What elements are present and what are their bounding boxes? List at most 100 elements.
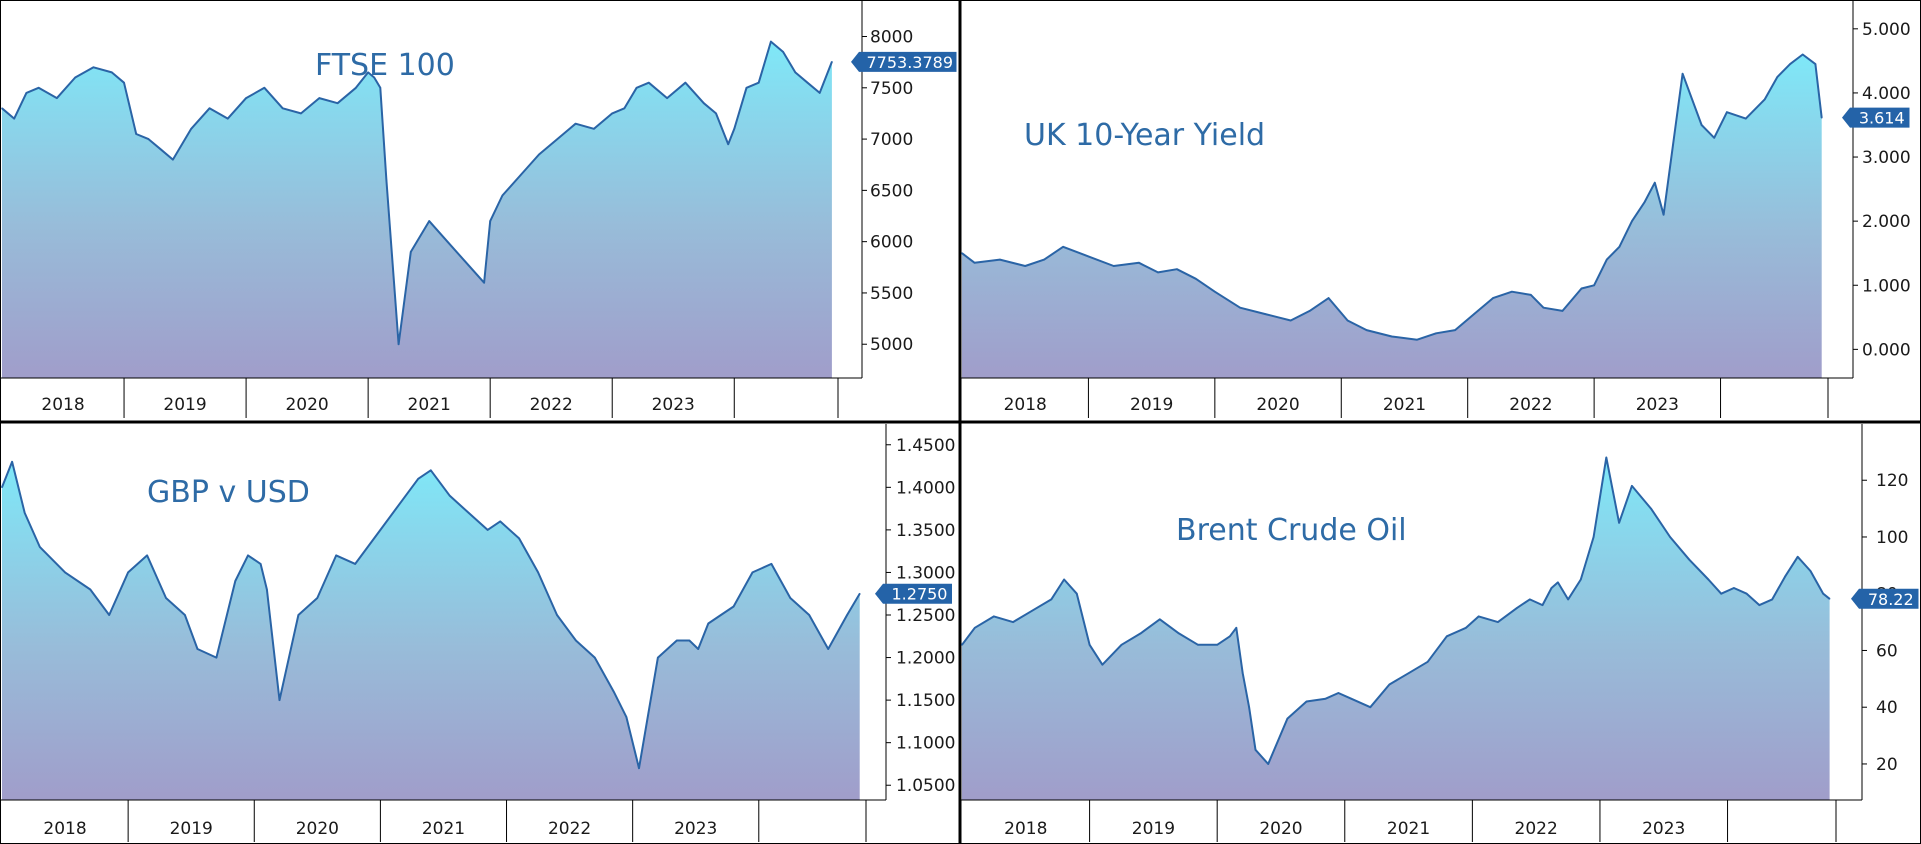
data-point — [281, 107, 284, 110]
y-tick-label: 1.0500 — [896, 776, 955, 796]
data-point — [657, 656, 659, 659]
data-point — [1550, 587, 1553, 589]
data-point — [355, 87, 357, 89]
data-point — [993, 615, 995, 618]
y-tick-label: 1.3000 — [896, 563, 955, 583]
area-fill — [2, 461, 860, 800]
last-value-label: 78.22 — [1868, 590, 1914, 609]
data-point — [1012, 621, 1014, 623]
data-point — [1197, 644, 1199, 646]
data-point — [410, 251, 412, 253]
data-point — [751, 571, 754, 574]
data-point — [56, 97, 58, 99]
last-value-badge — [1842, 107, 1910, 128]
y-tick-label: 1.4000 — [896, 478, 955, 498]
data-point — [1264, 313, 1267, 315]
chart-title: FTSE 100 — [315, 48, 455, 83]
data-point — [648, 81, 650, 84]
data-point — [611, 112, 613, 115]
x-tick-label: 2021 — [1383, 395, 1426, 415]
data-point — [74, 76, 76, 79]
data-point — [806, 81, 809, 84]
data-point — [397, 343, 400, 346]
data-point — [1771, 598, 1773, 601]
data-point — [1216, 644, 1218, 646]
data-point — [336, 102, 339, 104]
last-value-label: 7753.3789 — [866, 53, 953, 72]
data-point — [172, 158, 174, 161]
data-point — [379, 529, 382, 531]
data-point — [688, 639, 691, 642]
data-point — [732, 605, 735, 608]
data-point — [1176, 268, 1178, 271]
data-point — [973, 262, 976, 264]
data-point — [625, 716, 628, 718]
data-point — [1286, 717, 1289, 720]
y-tick-label: 120 — [1876, 471, 1908, 491]
last-value-badge — [1851, 588, 1919, 609]
data-point — [770, 40, 772, 43]
data-point — [1063, 578, 1065, 581]
data-point — [1720, 592, 1722, 595]
chart-panel-2: 2018 2019 2020 2021 2022 2023 0.000 1.000 2.000 3… — [961, 0, 1911, 418]
data-point — [538, 153, 540, 156]
data-point — [266, 588, 268, 591]
y-tick-label: 100 — [1876, 528, 1908, 548]
data-point — [846, 614, 848, 616]
data-point — [379, 87, 382, 89]
data-point — [1814, 63, 1817, 65]
data-point — [430, 469, 432, 472]
data-point — [501, 194, 504, 197]
series-line — [961, 53, 1823, 341]
data-point — [1267, 763, 1269, 765]
data-point — [1088, 644, 1091, 646]
data-point — [1567, 598, 1569, 601]
data-point — [1688, 558, 1691, 561]
x-tick-label: 2023 — [1636, 395, 1679, 415]
data-point — [25, 92, 28, 94]
data-point — [1561, 310, 1564, 312]
data-point — [770, 563, 773, 565]
x-tick-label: 2018 — [1004, 395, 1047, 415]
data-point — [1446, 635, 1448, 638]
x-tick-label: 2019 — [163, 395, 206, 415]
data-point — [1391, 335, 1393, 338]
chart-panel-1: 2018 2019 2020 2021 2022 2023 5000 5500 6000 6500… — [0, 0, 957, 418]
data-point — [794, 71, 797, 74]
data-point — [519, 174, 522, 176]
data-point — [1195, 278, 1197, 280]
last-value-label: 3.614 — [1859, 109, 1905, 128]
data-point — [147, 138, 150, 140]
data-point — [1643, 201, 1646, 203]
x-tick-label: 2022 — [530, 395, 573, 415]
data-point — [1593, 284, 1595, 287]
data-point — [1541, 604, 1544, 606]
chart-panel-3: 2018 2019 2020 2021 2022 2023 1.0500 1.1000 1.15… — [0, 424, 955, 842]
data-point — [234, 580, 237, 582]
data-point — [1305, 700, 1308, 703]
data-point — [697, 648, 699, 650]
y-tick-label: 20 — [1876, 755, 1898, 775]
data-point — [1733, 587, 1735, 589]
y-tick-label: 1.1000 — [896, 734, 955, 754]
y-tick-label: 0.000 — [1862, 340, 1911, 360]
y-tick-label: 7000 — [870, 130, 913, 150]
x-tick-label: 2021 — [1387, 819, 1430, 839]
data-point — [227, 117, 229, 120]
data-point — [831, 61, 833, 63]
data-point — [575, 639, 577, 642]
y-tick-label: 60 — [1876, 641, 1898, 661]
data-point — [623, 107, 626, 110]
x-tick-label: 2018 — [1004, 819, 1047, 839]
data-point — [1050, 598, 1053, 601]
y-tick-label: 5.000 — [1862, 20, 1911, 40]
y-tick-label: 1.1500 — [896, 691, 955, 711]
data-point — [208, 107, 211, 110]
data-point — [465, 261, 467, 264]
data-point — [556, 614, 558, 616]
data-point — [1454, 329, 1456, 331]
data-point — [300, 112, 302, 115]
data-point — [789, 597, 792, 599]
data-point — [1477, 615, 1480, 618]
